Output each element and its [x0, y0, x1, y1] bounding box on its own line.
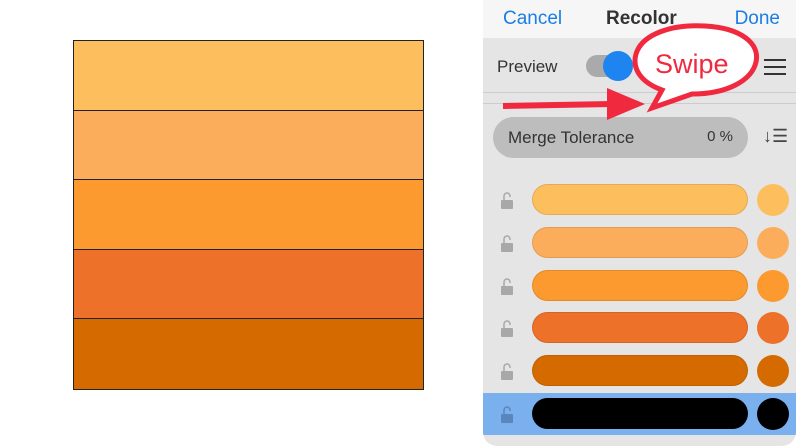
panel-header: Cancel Recolor Done: [483, 0, 796, 38]
color-bar[interactable]: [532, 269, 748, 301]
color-bar[interactable]: [532, 398, 748, 429]
panel-title: Recolor: [606, 8, 677, 29]
merge-tolerance-label: Merge Tolerance: [508, 128, 635, 147]
merge-tolerance-value: 0 %: [707, 128, 733, 145]
color-row[interactable]: [483, 222, 796, 264]
annotation-text: Swipe: [655, 49, 729, 79]
color-swatch[interactable]: [757, 398, 789, 430]
color-row[interactable]: [483, 350, 796, 392]
color-stripe[interactable]: [74, 249, 423, 320]
color-stripe[interactable]: [74, 110, 423, 181]
unlock-icon[interactable]: [501, 277, 513, 295]
artwork-canvas: [73, 40, 424, 390]
unlock-icon[interactable]: [501, 362, 513, 381]
color-stripe[interactable]: [74, 319, 423, 389]
color-bar[interactable]: [532, 226, 748, 258]
color-row[interactable]: [483, 265, 796, 307]
color-bar[interactable]: [532, 355, 748, 387]
cancel-button[interactable]: Cancel: [503, 8, 563, 29]
color-stripe[interactable]: [74, 41, 423, 111]
done-button[interactable]: Done: [734, 8, 780, 29]
arrow-head: [607, 88, 645, 120]
color-swatch[interactable]: [757, 312, 789, 345]
color-bar[interactable]: [532, 184, 748, 215]
color-row[interactable]: [483, 393, 796, 435]
recolor-panel: Cancel Recolor Done Preview Merge Tolera…: [483, 0, 796, 446]
color-row[interactable]: [483, 179, 796, 221]
arrow-shaft: [502, 101, 613, 109]
color-swatch[interactable]: [757, 355, 789, 388]
menu-icon[interactable]: [764, 54, 786, 80]
preview-label: Preview: [497, 57, 558, 76]
color-swatch[interactable]: [757, 269, 789, 302]
speech-bubble-icon: [632, 23, 760, 113]
color-stripe[interactable]: [74, 180, 423, 250]
preview-toggle-knob[interactable]: [603, 51, 633, 81]
merge-tolerance-slider[interactable]: Merge Tolerance 0 %: [493, 117, 748, 158]
unlock-icon[interactable]: [501, 319, 513, 338]
color-bar[interactable]: [532, 312, 748, 344]
unlock-icon[interactable]: [501, 191, 513, 209]
unlock-icon[interactable]: [501, 405, 513, 423]
unlock-icon[interactable]: [501, 234, 513, 252]
divider: [483, 92, 796, 93]
color-swatch[interactable]: [757, 184, 789, 216]
color-row[interactable]: [483, 307, 796, 349]
sort-icon[interactable]: ↓☰: [763, 126, 789, 146]
color-swatch[interactable]: [757, 226, 789, 259]
